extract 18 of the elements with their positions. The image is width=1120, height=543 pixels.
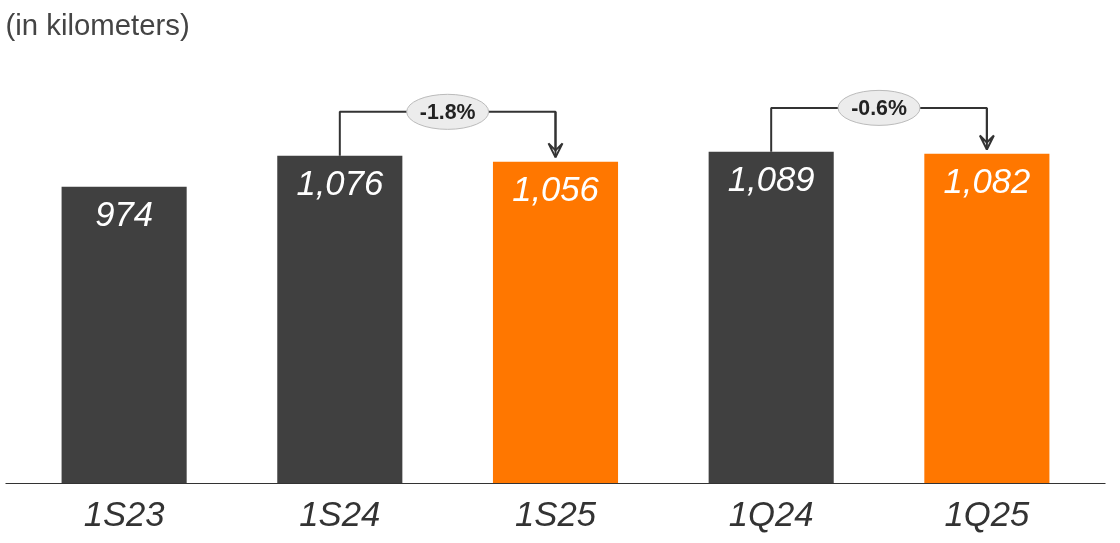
x-tick-label: 1S25 [515,494,597,533]
x-tick-label: 1Q24 [728,494,814,533]
data-label: 1,089 [727,160,815,199]
bar [492,161,619,484]
x-tick-label: 1S24 [299,494,381,533]
bar [61,186,187,484]
data-label: 974 [95,195,154,234]
text: -1.8% [419,99,476,124]
data-label: 1,076 [296,163,384,202]
bar [708,151,834,484]
chart-subtitle: (in kilometers) [5,7,190,41]
data-label: 1,082 [943,162,1031,201]
x-tick-label: 1Q25 [944,494,1030,533]
text: -0.6% [851,95,907,120]
data-label: 1,056 [512,170,600,209]
bar [277,155,403,484]
bar [924,153,1050,484]
x-tick-label: 1S23 [83,494,165,533]
